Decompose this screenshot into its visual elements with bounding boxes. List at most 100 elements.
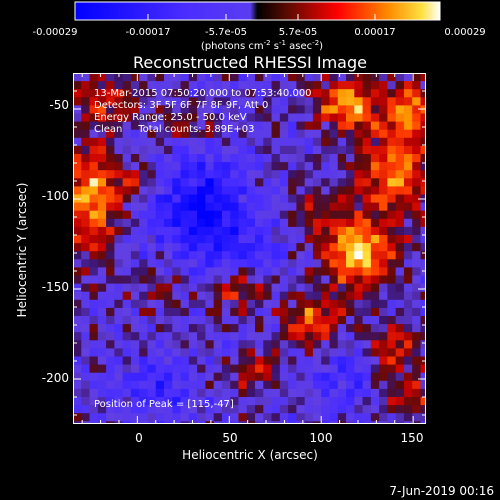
heatmap-cell — [321, 397, 331, 406]
heatmap-cell — [321, 299, 331, 309]
heatmap-cell — [312, 348, 322, 358]
heatmap-cell — [354, 89, 364, 98]
heatmap-cell — [213, 405, 223, 414]
heatmap-cell — [155, 388, 165, 398]
heatmap-cell — [429, 162, 438, 171]
heatmap-cell — [395, 291, 405, 301]
heatmap-cell — [263, 372, 273, 382]
heatmap-cell — [420, 129, 426, 139]
heatmap-cell — [288, 121, 297, 131]
heatmap-cell — [395, 364, 405, 374]
heatmap-cell — [429, 348, 438, 357]
heatmap-cell — [387, 299, 397, 309]
heatmap-cell — [188, 356, 198, 366]
heatmap-cell — [296, 162, 306, 171]
heatmap-cell — [354, 170, 364, 179]
heatmap-cell — [379, 421, 388, 424]
heatmap-cell — [346, 194, 355, 204]
heatmap-cell — [98, 429, 107, 438]
heatmap-cell — [370, 299, 380, 309]
heatmap-cell — [370, 291, 380, 301]
heatmap-cell — [329, 170, 339, 179]
heatmap-cell — [271, 194, 281, 204]
heatmap-cell — [429, 316, 438, 325]
heatmap-cell — [288, 73, 297, 82]
chart-title: Reconstructed RHESSI Image — [133, 53, 367, 72]
heatmap-cell — [379, 356, 388, 366]
heatmap-cell — [130, 129, 140, 139]
heatmap-cell — [139, 137, 149, 147]
heatmap-cell — [296, 170, 306, 179]
heatmap-cell — [263, 283, 273, 293]
heatmap-cell — [238, 397, 248, 406]
heatmap-cell — [122, 324, 132, 333]
heatmap-cell — [263, 218, 273, 228]
heatmap-cell — [354, 364, 364, 374]
heatmap-cell — [97, 154, 107, 163]
heatmap-cell — [329, 364, 339, 374]
heatmap-cell — [296, 105, 306, 115]
heatmap-cell — [429, 73, 438, 82]
heatmap-cell — [164, 340, 173, 349]
heatmap-cell — [197, 178, 206, 187]
heatmap-cell — [412, 178, 422, 187]
heatmap-cell — [304, 121, 314, 131]
heatmap-cell — [387, 283, 397, 293]
heatmap-cell — [271, 89, 281, 98]
heatmap-cell — [354, 283, 364, 293]
heatmap-cell — [255, 388, 264, 398]
heatmap-cell — [122, 226, 132, 236]
heatmap-cell — [172, 105, 182, 115]
heatmap-cell — [288, 259, 297, 268]
heatmap-cell — [122, 210, 132, 220]
heatmap-cell — [304, 202, 314, 212]
heatmap-cell — [230, 316, 240, 325]
heatmap-cell — [403, 113, 413, 123]
heatmap-cell — [346, 154, 355, 163]
heatmap-cell — [346, 186, 355, 196]
heatmap-cell — [288, 348, 297, 358]
heatmap-cell — [420, 372, 426, 382]
heatmap-cell — [304, 259, 314, 268]
heatmap-cell — [73, 356, 82, 366]
heatmap-cell — [188, 267, 198, 277]
heatmap-cell — [188, 162, 198, 171]
heatmap-cell — [354, 194, 364, 204]
heatmap-cell — [337, 105, 347, 115]
heatmap-cell — [354, 299, 364, 309]
heatmap-cell — [172, 421, 182, 424]
heatmap-cell — [395, 178, 405, 187]
heatmap-cell — [139, 194, 149, 204]
heatmap-cell — [73, 405, 82, 414]
heatmap-cell — [271, 105, 281, 115]
heatmap-cell — [412, 364, 422, 374]
heatmap-cell — [296, 251, 306, 260]
heatmap-cell — [321, 316, 331, 325]
heatmap-cell — [337, 413, 347, 422]
heatmap-cell — [279, 202, 289, 212]
heatmap-cell — [139, 259, 149, 268]
heatmap-cell — [106, 291, 115, 301]
heatmap-cell — [97, 380, 107, 390]
heatmap-cell — [213, 364, 223, 374]
heatmap-cell — [387, 81, 397, 90]
heatmap-cell — [337, 259, 347, 268]
heatmap-cell — [263, 397, 273, 406]
heatmap-cell — [205, 380, 215, 390]
heatmap-cell — [172, 186, 182, 196]
heatmap-cell — [321, 324, 331, 333]
heatmap-cell — [205, 243, 215, 252]
heatmap-cell — [172, 202, 182, 212]
heatmap-cell — [296, 413, 306, 422]
heatmap-cell — [205, 291, 215, 301]
heatmap-cell — [180, 251, 190, 260]
heatmap-cell — [197, 73, 206, 82]
heatmap-cell — [387, 89, 397, 98]
heatmap-cell — [362, 81, 372, 90]
heatmap-cell — [412, 89, 422, 98]
heatmap-cell — [114, 235, 124, 244]
heatmap-cell — [73, 364, 82, 374]
heatmap-cell — [114, 97, 124, 106]
heatmap-cell — [304, 275, 314, 285]
heatmap-cell — [164, 145, 173, 155]
